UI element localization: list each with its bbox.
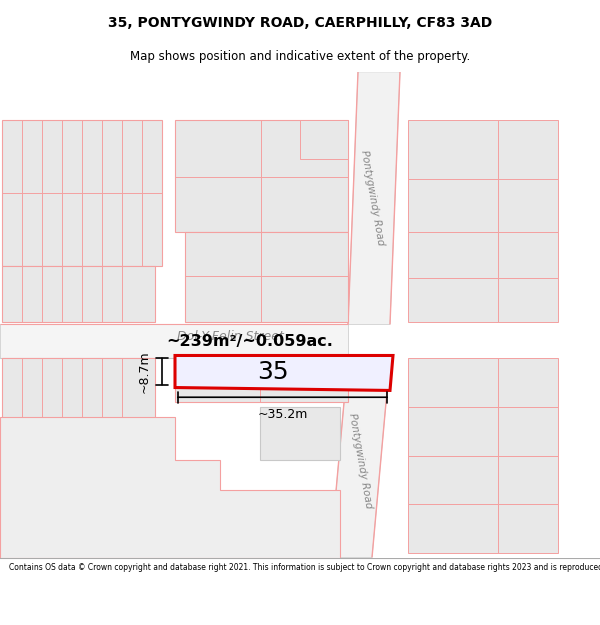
Polygon shape xyxy=(498,407,558,456)
Polygon shape xyxy=(260,407,340,461)
Polygon shape xyxy=(330,358,390,558)
Polygon shape xyxy=(408,407,498,456)
Text: 35, PONTYGWINDY ROAD, CAERPHILLY, CF83 3AD: 35, PONTYGWINDY ROAD, CAERPHILLY, CF83 3… xyxy=(108,16,492,30)
Polygon shape xyxy=(498,232,558,278)
Polygon shape xyxy=(300,121,348,159)
Text: ~239m²/~0.059ac.: ~239m²/~0.059ac. xyxy=(167,334,334,349)
Text: Contains OS data © Crown copyright and database right 2021. This information is : Contains OS data © Crown copyright and d… xyxy=(9,563,600,572)
Polygon shape xyxy=(498,179,558,232)
Polygon shape xyxy=(348,72,400,324)
Polygon shape xyxy=(408,504,498,552)
Polygon shape xyxy=(408,179,498,232)
Polygon shape xyxy=(498,278,558,322)
Polygon shape xyxy=(0,324,348,358)
Polygon shape xyxy=(408,358,498,407)
Polygon shape xyxy=(408,232,498,278)
Polygon shape xyxy=(498,358,558,407)
Polygon shape xyxy=(175,356,393,391)
Polygon shape xyxy=(498,456,558,504)
Polygon shape xyxy=(175,358,348,402)
Text: ~35.2m: ~35.2m xyxy=(257,408,308,421)
Polygon shape xyxy=(408,121,498,179)
Text: Dol-Y-Felin Street: Dol-Y-Felin Street xyxy=(176,329,283,342)
Polygon shape xyxy=(2,266,155,322)
Polygon shape xyxy=(408,278,498,322)
Polygon shape xyxy=(0,417,340,558)
Text: Pontygwindy Road: Pontygwindy Road xyxy=(347,412,373,509)
Text: Map shows position and indicative extent of the property.: Map shows position and indicative extent… xyxy=(130,49,470,62)
Polygon shape xyxy=(175,121,348,232)
Text: 35: 35 xyxy=(257,360,289,384)
Polygon shape xyxy=(498,121,558,179)
Text: ~8.7m: ~8.7m xyxy=(137,350,151,393)
Polygon shape xyxy=(2,121,162,266)
Polygon shape xyxy=(408,456,498,504)
Polygon shape xyxy=(498,504,558,552)
Polygon shape xyxy=(185,232,348,322)
Text: Pontygwindy Road: Pontygwindy Road xyxy=(359,149,385,247)
Polygon shape xyxy=(2,358,155,558)
